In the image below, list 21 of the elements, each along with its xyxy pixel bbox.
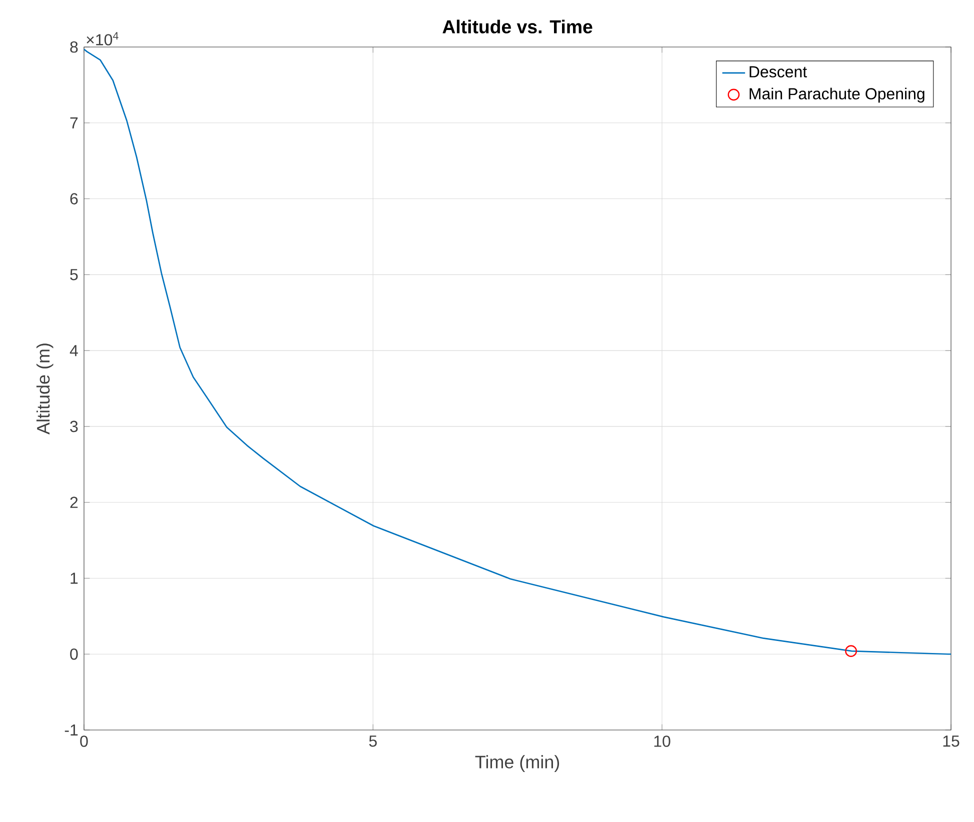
y-tick-label: 5 xyxy=(70,269,78,280)
legend-label: Descent xyxy=(750,66,807,78)
x-axis-title: Time (min) xyxy=(475,755,560,772)
y-tick-label: 4 xyxy=(70,345,78,356)
y-tick-label: 3 xyxy=(70,420,78,432)
y-tick-label: 0 xyxy=(70,648,78,660)
line-series xyxy=(83,48,952,655)
x-tick-label: 5 xyxy=(369,736,377,747)
y-tick-label: 2 xyxy=(70,496,78,508)
y-tick-label: 8 xyxy=(70,41,78,53)
legend-label: Main Parachute Opening xyxy=(750,88,924,103)
x-tick-label: 0 xyxy=(80,736,88,747)
y-axis-title: Altitude (m) xyxy=(36,344,54,434)
y-tick-label: 1 xyxy=(70,572,78,584)
y-tick-label: -1 xyxy=(64,724,78,736)
x-tick-label: 15 xyxy=(943,736,960,747)
chart-title: Altitude vs. Time xyxy=(442,20,592,34)
text: ×10$^{4}$ xyxy=(86,32,118,46)
x-tick-label: 10 xyxy=(654,736,670,747)
y-tick-label: 6 xyxy=(70,193,78,204)
y-tick-label: 7 xyxy=(70,117,78,128)
